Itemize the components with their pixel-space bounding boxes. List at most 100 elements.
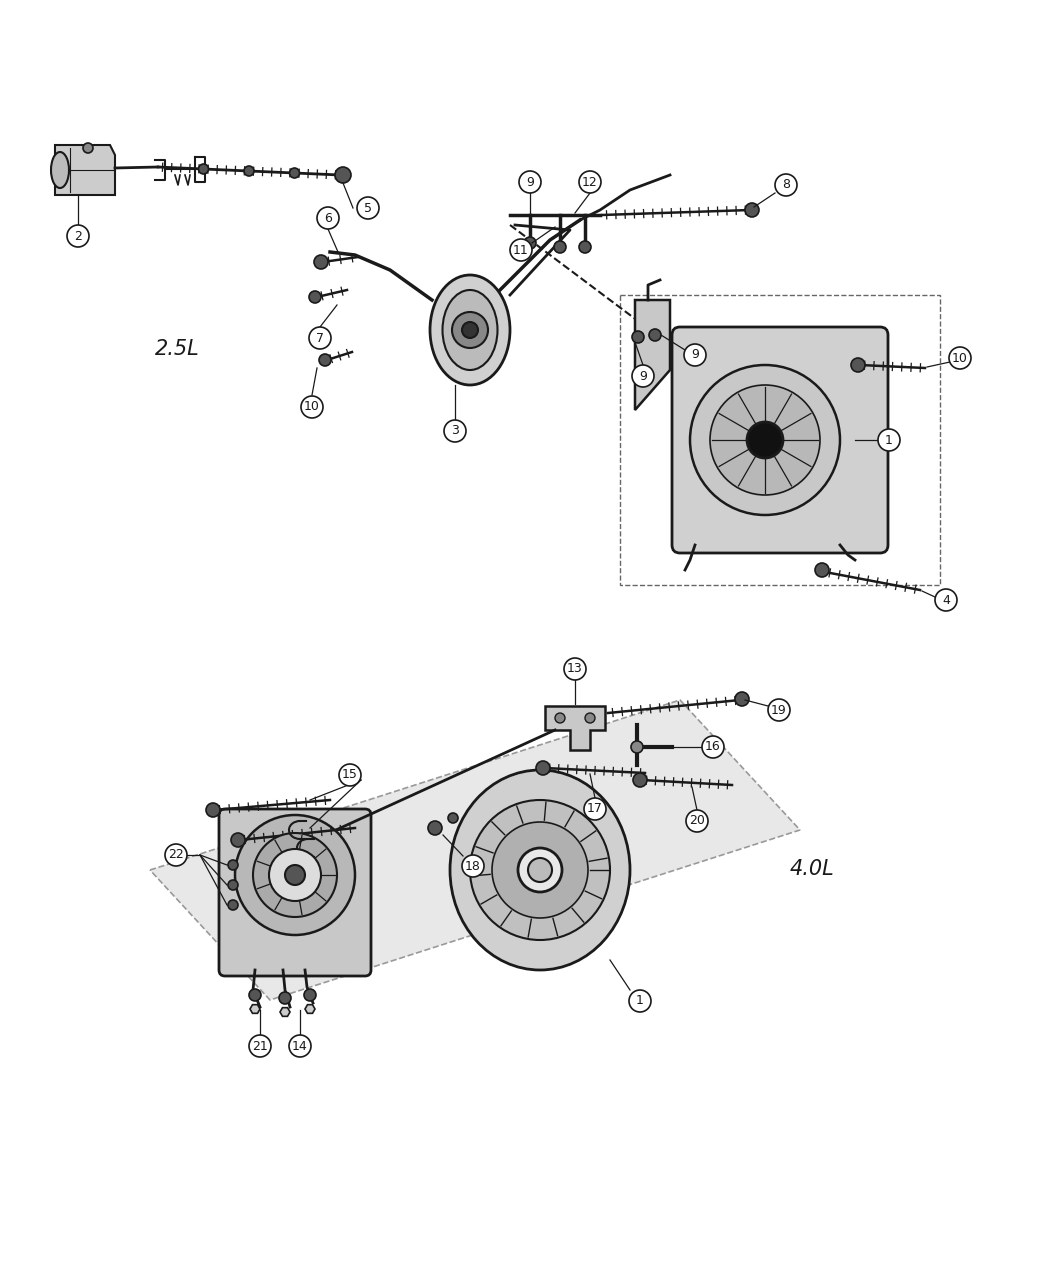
Circle shape bbox=[710, 385, 820, 495]
Circle shape bbox=[165, 844, 187, 866]
Text: 16: 16 bbox=[706, 741, 721, 754]
Circle shape bbox=[314, 255, 328, 269]
Circle shape bbox=[357, 198, 379, 219]
FancyBboxPatch shape bbox=[672, 326, 888, 553]
Circle shape bbox=[452, 312, 488, 348]
Circle shape bbox=[746, 203, 759, 217]
Circle shape bbox=[285, 864, 304, 885]
Circle shape bbox=[554, 241, 566, 252]
Polygon shape bbox=[304, 1005, 315, 1014]
Circle shape bbox=[269, 849, 321, 901]
Text: 18: 18 bbox=[465, 859, 481, 872]
Circle shape bbox=[83, 143, 93, 153]
Circle shape bbox=[702, 736, 724, 759]
Text: 4.0L: 4.0L bbox=[790, 859, 835, 878]
Circle shape bbox=[339, 764, 361, 785]
Text: 3: 3 bbox=[452, 425, 459, 437]
Text: 15: 15 bbox=[342, 769, 358, 782]
Text: 1: 1 bbox=[636, 994, 644, 1007]
Circle shape bbox=[815, 564, 830, 578]
Circle shape bbox=[67, 224, 89, 247]
Circle shape bbox=[949, 347, 971, 368]
Circle shape bbox=[290, 168, 299, 179]
Text: 14: 14 bbox=[292, 1039, 308, 1052]
Circle shape bbox=[289, 1035, 311, 1057]
Circle shape bbox=[335, 167, 351, 184]
Circle shape bbox=[518, 848, 562, 892]
Circle shape bbox=[735, 692, 749, 706]
Circle shape bbox=[564, 658, 586, 680]
Text: 4: 4 bbox=[942, 593, 950, 607]
Circle shape bbox=[235, 815, 355, 935]
Circle shape bbox=[519, 171, 541, 193]
Circle shape bbox=[244, 166, 254, 176]
Circle shape bbox=[686, 810, 708, 833]
Circle shape bbox=[249, 1035, 271, 1057]
Circle shape bbox=[317, 207, 339, 230]
Circle shape bbox=[253, 833, 337, 917]
Circle shape bbox=[492, 822, 588, 918]
Text: 6: 6 bbox=[324, 212, 332, 224]
Circle shape bbox=[632, 365, 654, 388]
Ellipse shape bbox=[450, 770, 630, 970]
Polygon shape bbox=[150, 700, 800, 1000]
Circle shape bbox=[579, 241, 591, 252]
Text: 7: 7 bbox=[316, 332, 324, 344]
Polygon shape bbox=[250, 1005, 260, 1014]
Circle shape bbox=[528, 858, 552, 882]
Circle shape bbox=[231, 833, 245, 847]
Ellipse shape bbox=[51, 152, 69, 187]
Text: 13: 13 bbox=[567, 663, 583, 676]
Polygon shape bbox=[635, 300, 670, 411]
Circle shape bbox=[279, 992, 291, 1003]
Text: 9: 9 bbox=[691, 348, 699, 362]
Circle shape bbox=[649, 329, 662, 340]
Text: 8: 8 bbox=[782, 179, 790, 191]
Text: 11: 11 bbox=[513, 244, 529, 256]
Text: 1: 1 bbox=[885, 434, 892, 446]
Circle shape bbox=[579, 171, 601, 193]
Circle shape bbox=[228, 900, 238, 910]
Circle shape bbox=[444, 419, 466, 442]
Circle shape bbox=[631, 741, 643, 754]
Text: 21: 21 bbox=[252, 1039, 268, 1052]
Circle shape bbox=[629, 989, 651, 1012]
Circle shape bbox=[304, 989, 316, 1001]
Text: 10: 10 bbox=[304, 400, 320, 413]
Circle shape bbox=[775, 173, 797, 196]
Circle shape bbox=[309, 291, 321, 303]
Circle shape bbox=[747, 422, 783, 458]
Polygon shape bbox=[545, 706, 605, 750]
Text: 20: 20 bbox=[689, 815, 705, 827]
Circle shape bbox=[228, 880, 238, 890]
Text: 2.5L: 2.5L bbox=[155, 339, 200, 360]
Circle shape bbox=[470, 799, 610, 940]
FancyBboxPatch shape bbox=[219, 810, 371, 975]
Circle shape bbox=[249, 989, 261, 1001]
Circle shape bbox=[428, 821, 442, 835]
Text: 9: 9 bbox=[526, 176, 534, 189]
Text: 17: 17 bbox=[587, 802, 603, 816]
Circle shape bbox=[850, 358, 865, 372]
Circle shape bbox=[301, 397, 323, 418]
Circle shape bbox=[536, 761, 550, 775]
Circle shape bbox=[690, 365, 840, 515]
Text: 10: 10 bbox=[952, 352, 968, 365]
Circle shape bbox=[584, 798, 606, 820]
Circle shape bbox=[934, 589, 957, 611]
Circle shape bbox=[206, 803, 220, 817]
Circle shape bbox=[878, 428, 900, 451]
Circle shape bbox=[462, 856, 484, 877]
Ellipse shape bbox=[430, 275, 510, 385]
Circle shape bbox=[448, 813, 458, 822]
Text: 5: 5 bbox=[364, 201, 372, 214]
Circle shape bbox=[632, 332, 644, 343]
Circle shape bbox=[633, 773, 647, 787]
Text: 22: 22 bbox=[168, 848, 184, 862]
Polygon shape bbox=[55, 145, 116, 195]
Text: 2: 2 bbox=[75, 230, 82, 242]
Circle shape bbox=[684, 344, 706, 366]
Text: 12: 12 bbox=[582, 176, 597, 189]
Circle shape bbox=[510, 238, 532, 261]
Circle shape bbox=[555, 713, 565, 723]
